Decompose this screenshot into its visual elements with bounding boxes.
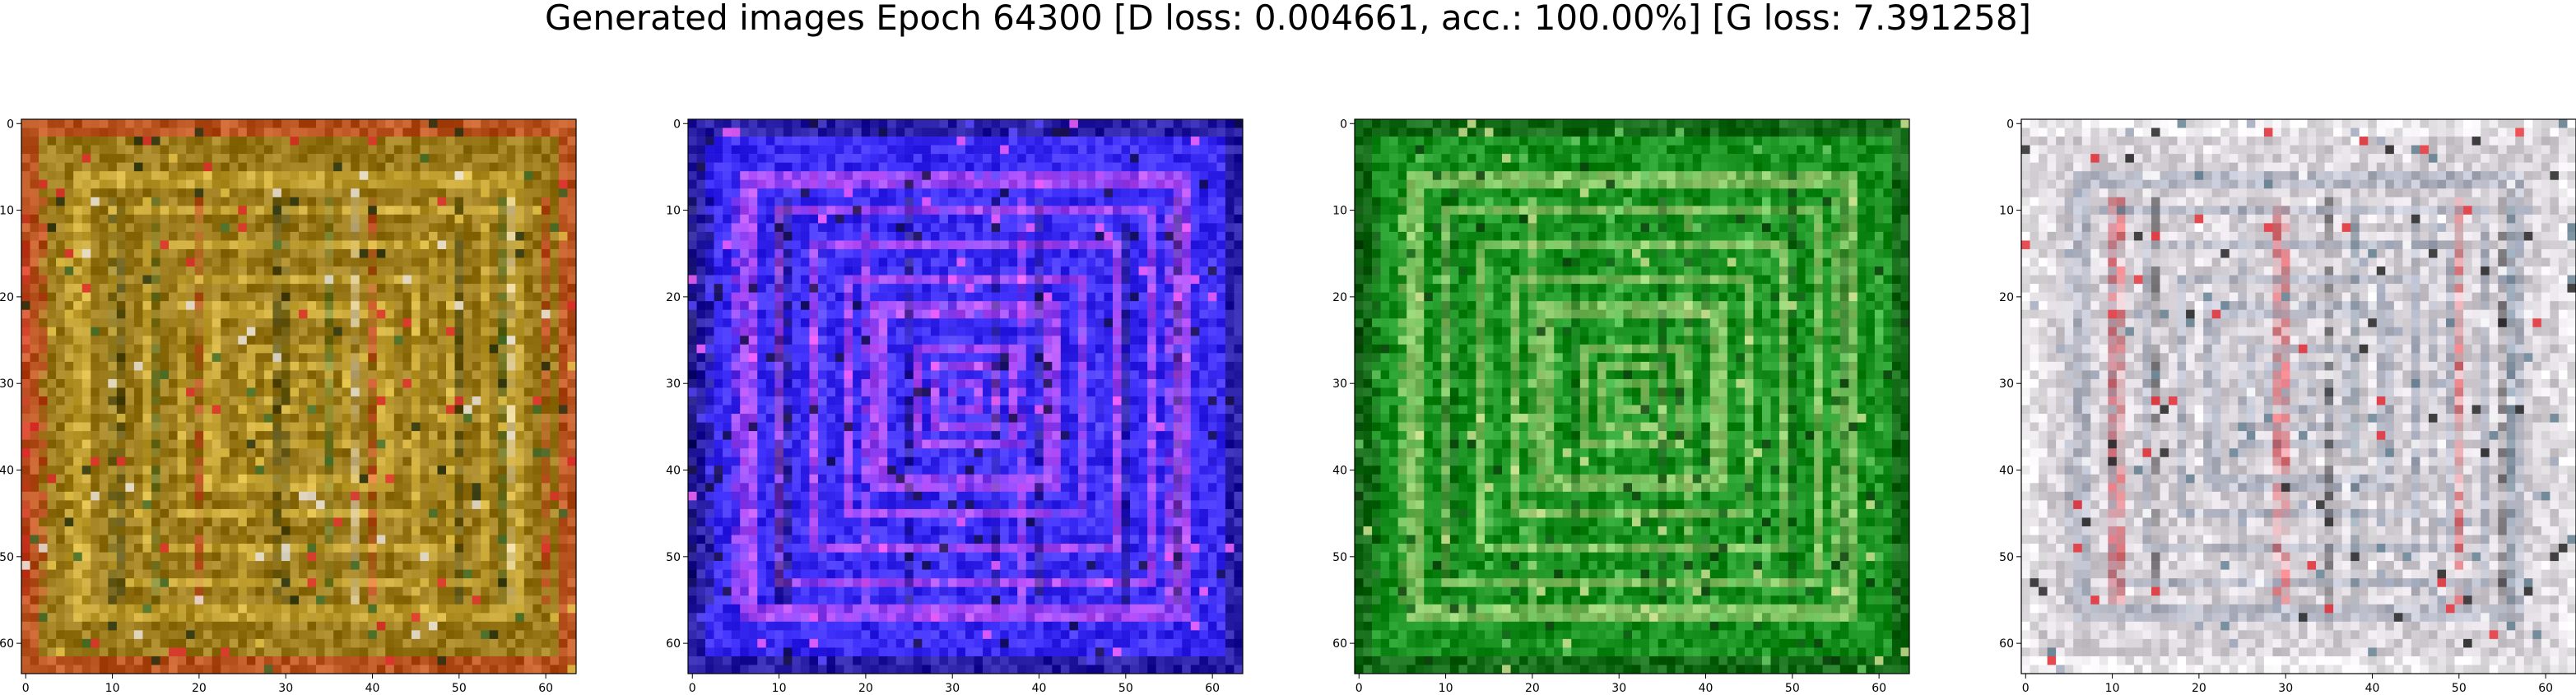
generated-sample-panel-3: 0 10 20 30 40 50 60 0 10 20 30 40 50 60 [1332,115,1910,695]
x-tick-label: 40 [1032,682,1047,695]
y-tick-label: 20 [666,291,681,304]
y-tick-label: 40 [0,465,14,478]
y-tick-label: 30 [1999,378,2014,391]
y-tick-label: 20 [1332,291,1347,304]
x-tick-label: 60 [1872,682,1886,695]
x-tick-label: 0 [689,682,696,695]
y-tick-label: 0 [2006,118,2014,131]
generated-sample-panel-1: 0 10 20 30 40 50 60 0 10 20 30 40 50 60 [0,115,577,695]
sample-image-pixels [1355,119,1910,674]
x-tick-label: 0 [22,682,30,695]
sample-image-plot-2: 0 10 20 30 40 50 60 0 10 20 30 40 50 60 [666,118,1244,695]
x-tick-label: 20 [858,682,873,695]
x-tick-label: 20 [192,682,207,695]
y-tick-label: 50 [666,551,681,564]
x-tick-label: 60 [1205,682,1220,695]
sample-image-pixels [2021,119,2576,674]
y-tick-label: 20 [0,291,14,304]
x-tick-label: 30 [1611,682,1626,695]
y-tick-label: 10 [1999,205,2014,218]
y-tick-label: 50 [1999,551,2014,564]
x-tick-label: 40 [2365,682,2380,695]
y-tick-label: 0 [673,118,681,131]
y-tick-label: 10 [0,205,14,218]
y-tick-label: 40 [1999,465,2014,478]
x-tick-label: 10 [772,682,787,695]
y-tick-label: 30 [1332,378,1347,391]
y-tick-label: 60 [0,637,14,651]
x-tick-label: 40 [365,682,380,695]
x-tick-label: 30 [278,682,293,695]
y-tick-label: 50 [1332,551,1347,564]
x-tick-label: 60 [2538,682,2553,695]
y-tick-label: 60 [1999,637,2014,651]
axes-frame [1354,118,1910,674]
y-tick-label: 20 [1999,291,2014,304]
x-tick-label: 20 [2192,682,2206,695]
sample-image-plot-4: 0 10 20 30 40 50 60 0 10 20 30 40 50 60 [1999,118,2576,695]
x-tick-label: 30 [945,682,960,695]
x-tick-label: 60 [538,682,553,695]
x-tick-label: 20 [1525,682,1540,695]
sample-image-plot-3: 0 10 20 30 40 50 60 0 10 20 30 40 50 60 [1332,118,1910,695]
y-tick-label: 50 [0,551,14,564]
axes-frame [687,118,1244,674]
x-tick-label: 50 [1785,682,1800,695]
x-tick-label: 10 [2105,682,2120,695]
generated-sample-panel-2: 0 10 20 30 40 50 60 0 10 20 30 40 50 60 [666,115,1244,695]
y-tick-label: 30 [0,378,14,391]
x-tick-label: 10 [1439,682,1453,695]
x-tick-label: 50 [1118,682,1133,695]
y-tick-label: 60 [666,637,681,651]
y-tick-label: 60 [1332,637,1347,651]
x-tick-label: 30 [2278,682,2293,695]
sample-image-pixels [688,119,1244,674]
x-tick-label: 10 [105,682,120,695]
x-tick-label: 40 [1699,682,1713,695]
axes-frame [21,118,577,674]
y-tick-label: 0 [1340,118,1347,131]
figure-title: Generated images Epoch 64300 [D loss: 0.… [544,0,2032,38]
y-tick-label: 40 [666,465,681,478]
sample-image-pixels [21,119,577,674]
y-tick-label: 10 [1332,205,1347,218]
y-tick-label: 30 [666,378,681,391]
y-tick-label: 0 [7,118,14,131]
y-tick-label: 40 [1332,465,1347,478]
sample-image-plot-1: 0 10 20 30 40 50 60 0 10 20 30 40 50 60 [0,118,577,695]
generated-sample-panel-4: 0 10 20 30 40 50 60 0 10 20 30 40 50 60 [1999,115,2576,695]
y-tick-label: 10 [666,205,681,218]
x-tick-label: 0 [2022,682,2030,695]
x-tick-label: 50 [2452,682,2467,695]
x-tick-label: 50 [452,682,467,695]
axes-frame [2020,118,2576,674]
x-tick-label: 0 [1355,682,1363,695]
